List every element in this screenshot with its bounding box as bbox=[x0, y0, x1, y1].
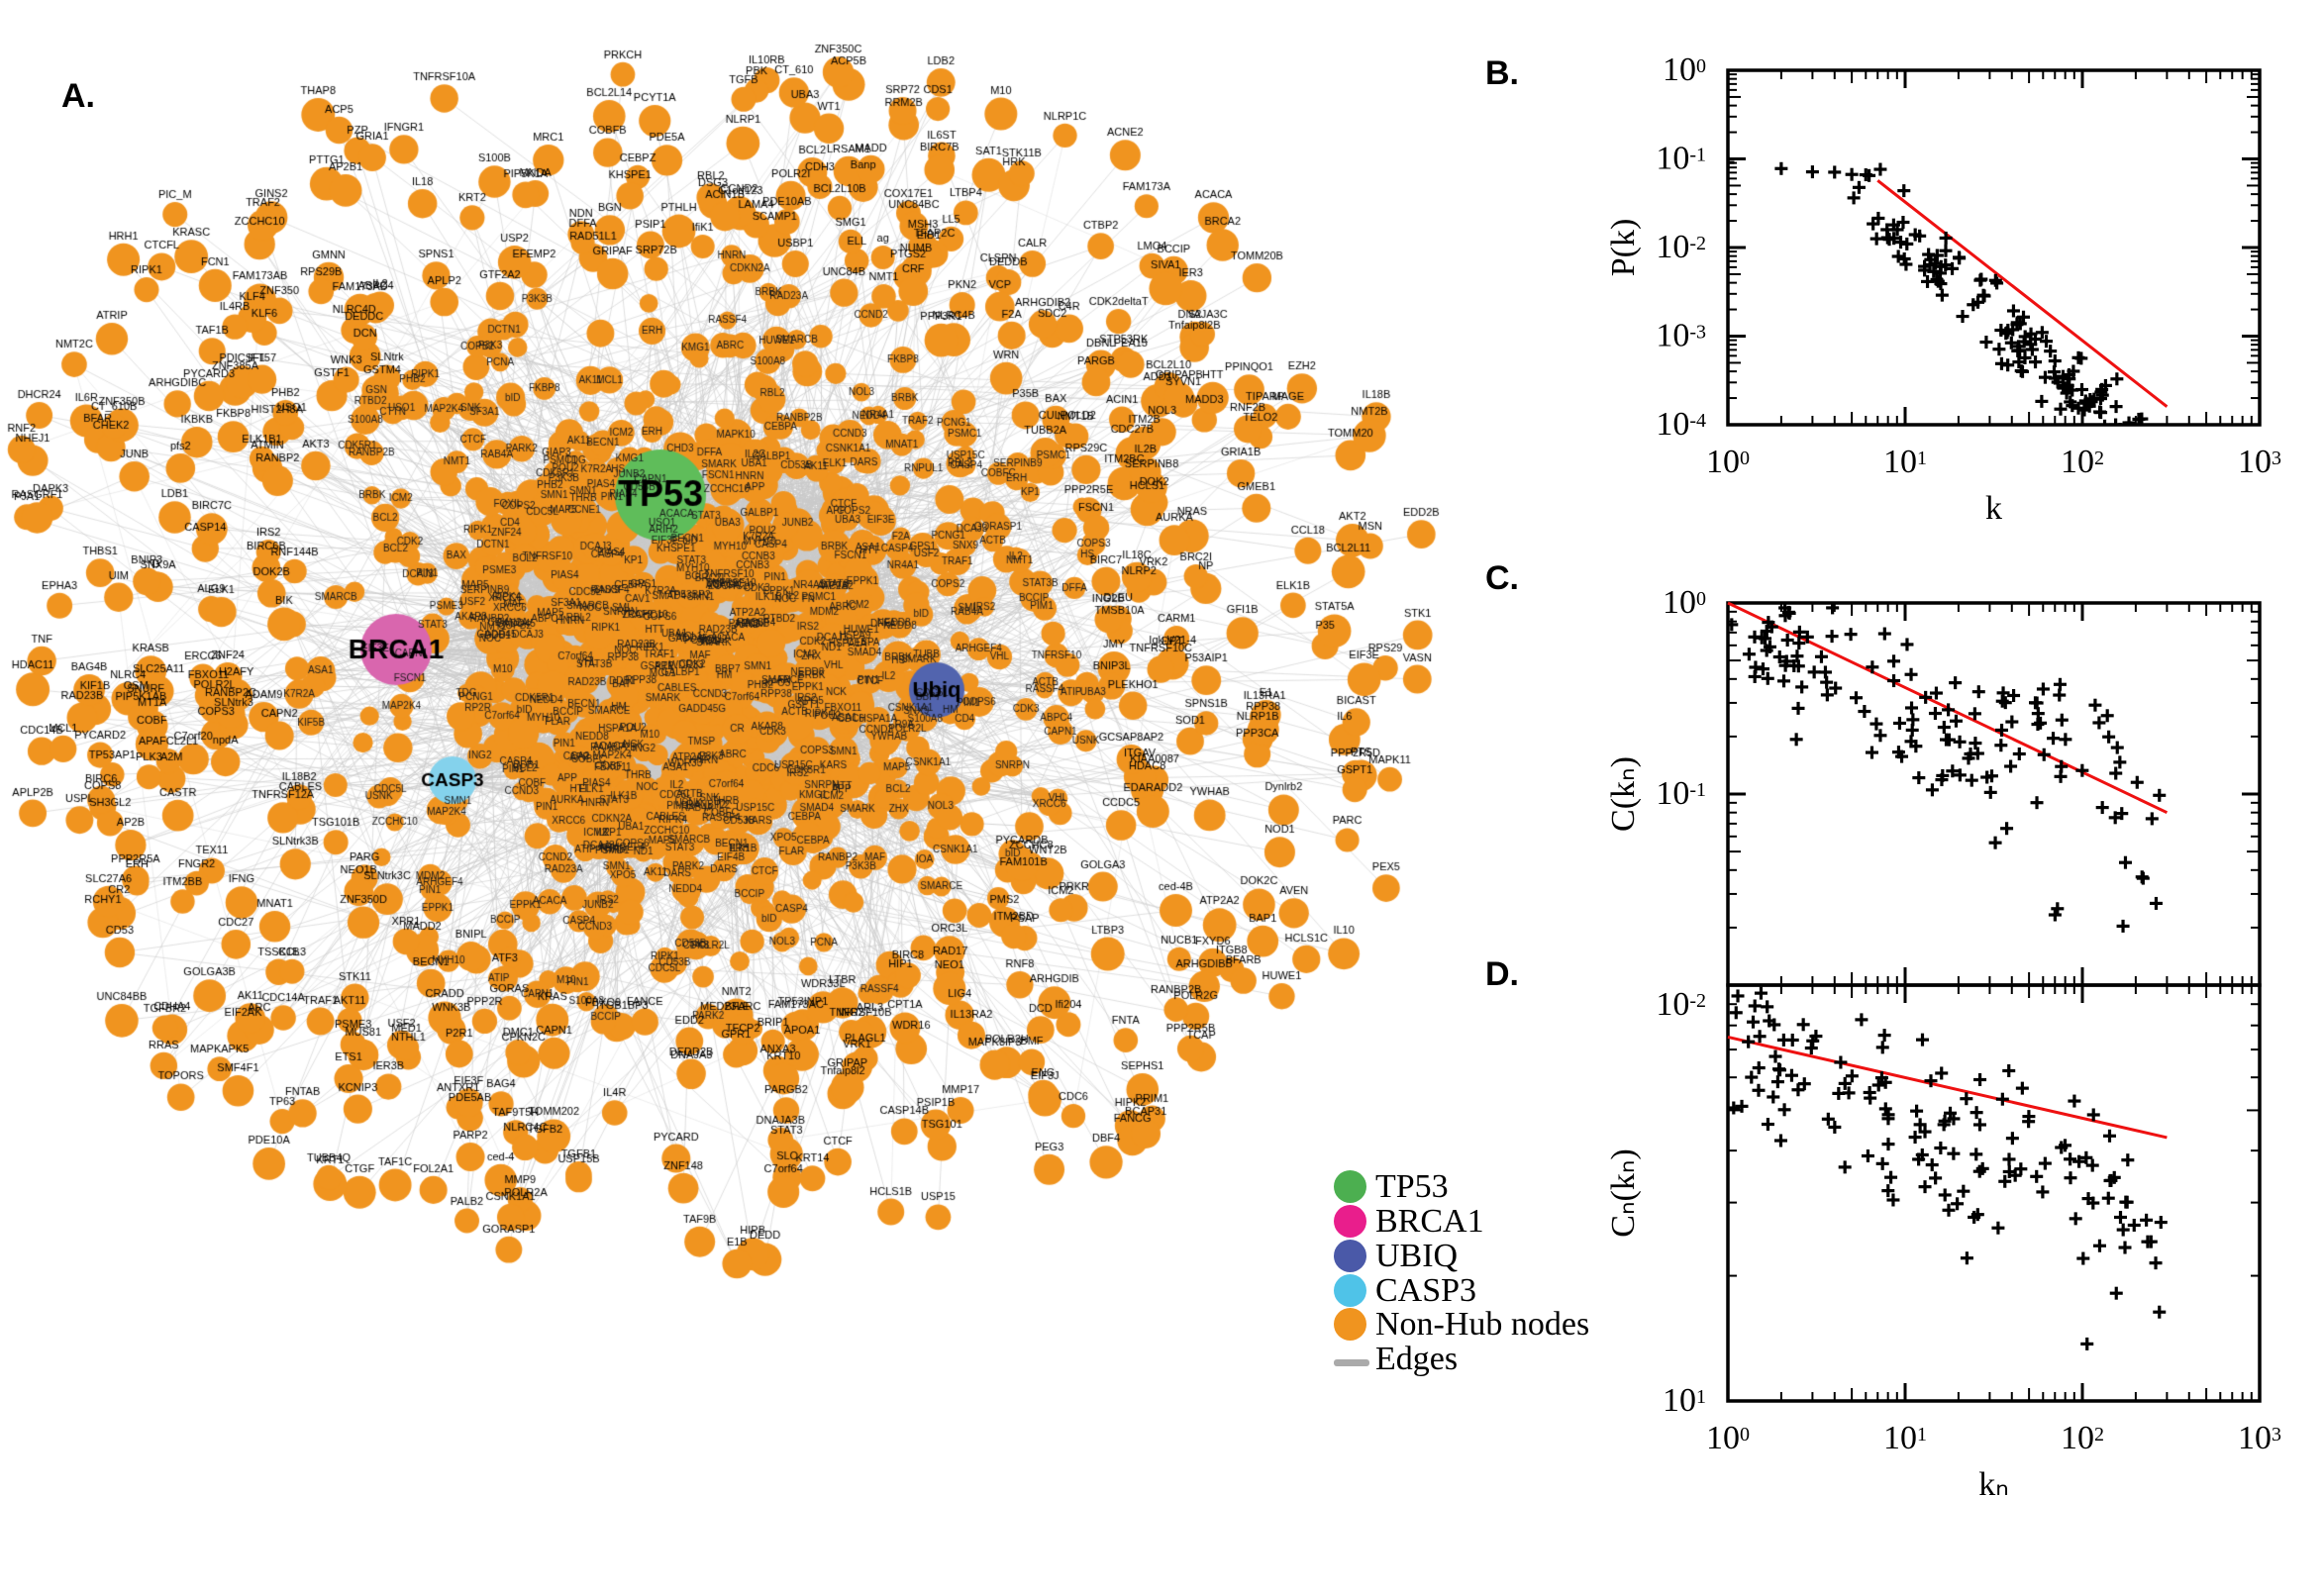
svg-text:102: 102 bbox=[2061, 1420, 2104, 1456]
svg-text:k: k bbox=[1985, 490, 2002, 527]
svg-text:102: 102 bbox=[2061, 444, 2104, 480]
svg-text:10-4: 10-4 bbox=[1656, 406, 1706, 443]
svg-text:10-1: 10-1 bbox=[1656, 141, 1706, 177]
svg-text:10-1: 10-1 bbox=[1656, 775, 1706, 812]
svg-text:P(k): P(k) bbox=[1605, 219, 1642, 277]
svg-text:100: 100 bbox=[1663, 51, 1706, 88]
svg-text:10-3: 10-3 bbox=[1656, 318, 1706, 354]
svg-text:100: 100 bbox=[1706, 1420, 1750, 1456]
svg-text:101: 101 bbox=[1663, 1382, 1706, 1419]
svg-text:10-2: 10-2 bbox=[1656, 986, 1706, 1023]
svg-text:100: 100 bbox=[1663, 584, 1706, 621]
svg-text:101: 101 bbox=[1883, 1420, 1927, 1456]
svg-text:Cₙ(kₙ): Cₙ(kₙ) bbox=[1605, 1148, 1642, 1237]
svg-text:103: 103 bbox=[2238, 444, 2281, 480]
svg-text:101: 101 bbox=[1883, 444, 1927, 480]
svg-text:10-2: 10-2 bbox=[1656, 229, 1706, 265]
svg-text:103: 103 bbox=[2238, 1420, 2281, 1456]
svg-text:C(kₙ): C(kₙ) bbox=[1605, 756, 1642, 832]
svg-text:100: 100 bbox=[1706, 444, 1750, 480]
svg-text:kₙ: kₙ bbox=[1978, 1466, 2009, 1503]
